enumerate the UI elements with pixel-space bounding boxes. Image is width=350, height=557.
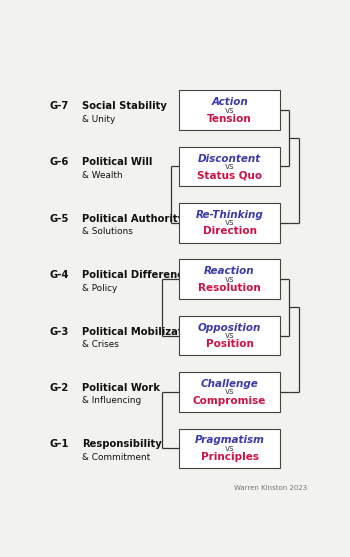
Text: Tension: Tension bbox=[207, 114, 252, 124]
Text: G-3: G-3 bbox=[49, 326, 68, 336]
Text: & Commitment: & Commitment bbox=[82, 453, 150, 462]
Text: Political Will: Political Will bbox=[82, 158, 152, 168]
Text: Re-Thinking: Re-Thinking bbox=[196, 210, 264, 220]
Text: Political Differences: Political Differences bbox=[82, 270, 195, 280]
FancyBboxPatch shape bbox=[179, 260, 280, 299]
Text: G-4: G-4 bbox=[49, 270, 69, 280]
Text: vs: vs bbox=[225, 218, 235, 227]
Text: G-2: G-2 bbox=[49, 383, 68, 393]
Text: vs: vs bbox=[225, 387, 235, 397]
Text: Opposition: Opposition bbox=[198, 323, 261, 333]
FancyBboxPatch shape bbox=[179, 428, 280, 468]
Text: G-7: G-7 bbox=[49, 101, 68, 111]
Text: Pragmatism: Pragmatism bbox=[195, 436, 265, 446]
Text: Action: Action bbox=[211, 97, 248, 107]
FancyBboxPatch shape bbox=[179, 146, 280, 186]
Text: & Influencing: & Influencing bbox=[82, 397, 141, 405]
Text: vs: vs bbox=[225, 331, 235, 340]
FancyBboxPatch shape bbox=[179, 90, 280, 130]
Text: G-6: G-6 bbox=[49, 158, 69, 168]
Text: Reaction: Reaction bbox=[204, 266, 255, 276]
Text: Status Quo: Status Quo bbox=[197, 170, 262, 180]
Text: Position: Position bbox=[205, 339, 253, 349]
FancyBboxPatch shape bbox=[179, 203, 280, 242]
Text: & Policy: & Policy bbox=[82, 284, 117, 292]
Text: & Wealth: & Wealth bbox=[82, 171, 122, 180]
Text: vs: vs bbox=[225, 275, 235, 284]
Text: & Crises: & Crises bbox=[82, 340, 119, 349]
FancyBboxPatch shape bbox=[179, 316, 280, 355]
FancyBboxPatch shape bbox=[179, 372, 280, 412]
Text: Responsibility: Responsibility bbox=[82, 439, 161, 449]
Text: Warren Kinston 2023: Warren Kinston 2023 bbox=[233, 486, 307, 491]
Text: & Solutions: & Solutions bbox=[82, 227, 133, 236]
Text: Compromise: Compromise bbox=[193, 395, 266, 405]
Text: Political Work: Political Work bbox=[82, 383, 160, 393]
Text: vs: vs bbox=[225, 162, 235, 171]
Text: Political Mobilization: Political Mobilization bbox=[82, 326, 200, 336]
Text: Challenge: Challenge bbox=[201, 379, 258, 389]
Text: G-5: G-5 bbox=[49, 214, 69, 224]
Text: & Unity: & Unity bbox=[82, 115, 115, 124]
Text: Direction: Direction bbox=[203, 227, 257, 237]
Text: G-1: G-1 bbox=[49, 439, 69, 449]
Text: Social Stability: Social Stability bbox=[82, 101, 167, 111]
Text: vs: vs bbox=[225, 444, 235, 453]
Text: Principles: Principles bbox=[201, 452, 259, 462]
Text: Political Authority: Political Authority bbox=[82, 214, 184, 224]
Text: Resolution: Resolution bbox=[198, 283, 261, 293]
Text: vs: vs bbox=[225, 105, 235, 115]
Text: Discontent: Discontent bbox=[198, 154, 261, 164]
